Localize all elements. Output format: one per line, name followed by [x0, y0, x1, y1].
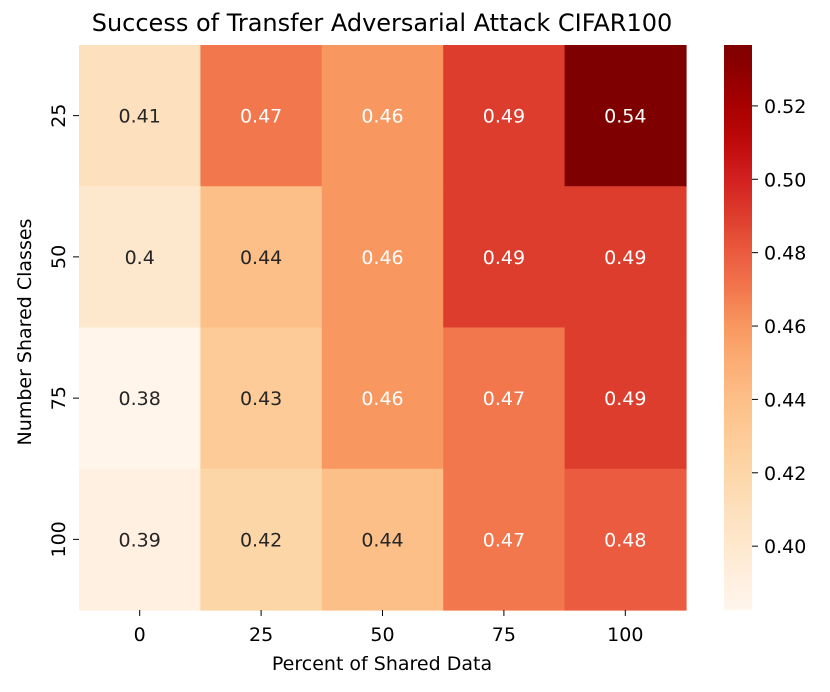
y-axis-label: Number Shared Classes [14, 219, 36, 446]
heatmap-cell [79, 468, 201, 611]
heatmap-cell [564, 468, 687, 611]
heatmap-cell [200, 186, 323, 329]
heatmap-cell [321, 468, 444, 611]
heatmap-cell [321, 327, 444, 470]
y-tick-label: 75 [48, 386, 70, 410]
heatmap-cell [79, 45, 201, 187]
heatmap-cell [564, 45, 687, 187]
cell-value-label: 0.49 [483, 106, 525, 128]
colorbar-tick-label: 0.48 [764, 243, 806, 265]
cell-value-label: 0.46 [361, 247, 403, 269]
cell-value-label: 0.47 [483, 388, 525, 410]
cell-value-label: 0.44 [361, 529, 403, 551]
cell-value-label: 0.48 [604, 529, 646, 551]
y-tick-label: 100 [48, 521, 70, 557]
heatmap-cell [200, 45, 323, 187]
heatmap-cell [443, 186, 566, 329]
heatmap-cell [443, 45, 566, 187]
colorbar-tick-label: 0.50 [764, 169, 806, 191]
cell-value-label: 0.39 [119, 529, 161, 551]
colorbar-tick-label: 0.44 [764, 389, 806, 411]
colorbar [724, 45, 752, 610]
cell-value-label: 0.43 [240, 388, 282, 410]
cell-value-label: 0.47 [483, 529, 525, 551]
heatmap-cell [443, 468, 566, 611]
cell-value-label: 0.4 [125, 247, 155, 269]
heatmap-cells: 0.41 0.47 0.46 0.49 0.54 0.4 0.44 0.46 0.49 0.49 0… [79, 45, 687, 611]
colorbar-tick-label: 0.46 [764, 316, 806, 338]
heatmap-cell [321, 186, 444, 329]
cell-value-label: 0.54 [604, 106, 646, 128]
x-axis-label: Percent of Shared Data [272, 653, 492, 675]
cell-value-label: 0.46 [361, 106, 403, 128]
cell-value-label: 0.46 [361, 388, 403, 410]
cell-value-label: 0.47 [240, 106, 282, 128]
cell-value-label: 0.41 [119, 106, 161, 128]
heatmap-cell [321, 45, 444, 187]
y-axis-ticks: 25 50 75 100 [48, 104, 79, 558]
x-tick-label: 50 [370, 624, 394, 646]
x-tick-label: 100 [607, 624, 643, 646]
cell-value-label: 0.49 [604, 247, 646, 269]
y-tick-label: 25 [48, 104, 70, 128]
colorbar-ticks: 0.40 0.42 0.44 0.46 0.48 0.50 0.52 [752, 96, 806, 558]
heatmap-cell [79, 186, 201, 329]
heatmap-cell [564, 327, 687, 470]
colorbar-tick-label: 0.52 [764, 96, 806, 118]
cell-value-label: 0.44 [240, 247, 282, 269]
cell-value-label: 0.38 [119, 388, 161, 410]
heatmap-cell [200, 327, 323, 470]
heatmap-cell [443, 327, 566, 470]
x-tick-label: 25 [249, 624, 273, 646]
chart-title: Success of Transfer Adversarial Attack C… [92, 9, 673, 37]
y-tick-label: 50 [48, 245, 70, 269]
heatmap-cell [79, 327, 201, 470]
heatmap-cell [564, 186, 687, 329]
colorbar-tick-label: 0.40 [764, 536, 806, 558]
x-tick-label: 0 [134, 624, 146, 646]
cell-value-label: 0.49 [483, 247, 525, 269]
heatmap-cell [200, 468, 323, 611]
x-axis-ticks: 0 25 50 75 100 [134, 610, 643, 646]
cell-value-label: 0.49 [604, 388, 646, 410]
cell-value-label: 0.42 [240, 529, 282, 551]
x-tick-label: 75 [492, 624, 516, 646]
colorbar-tick-label: 0.42 [764, 463, 806, 485]
